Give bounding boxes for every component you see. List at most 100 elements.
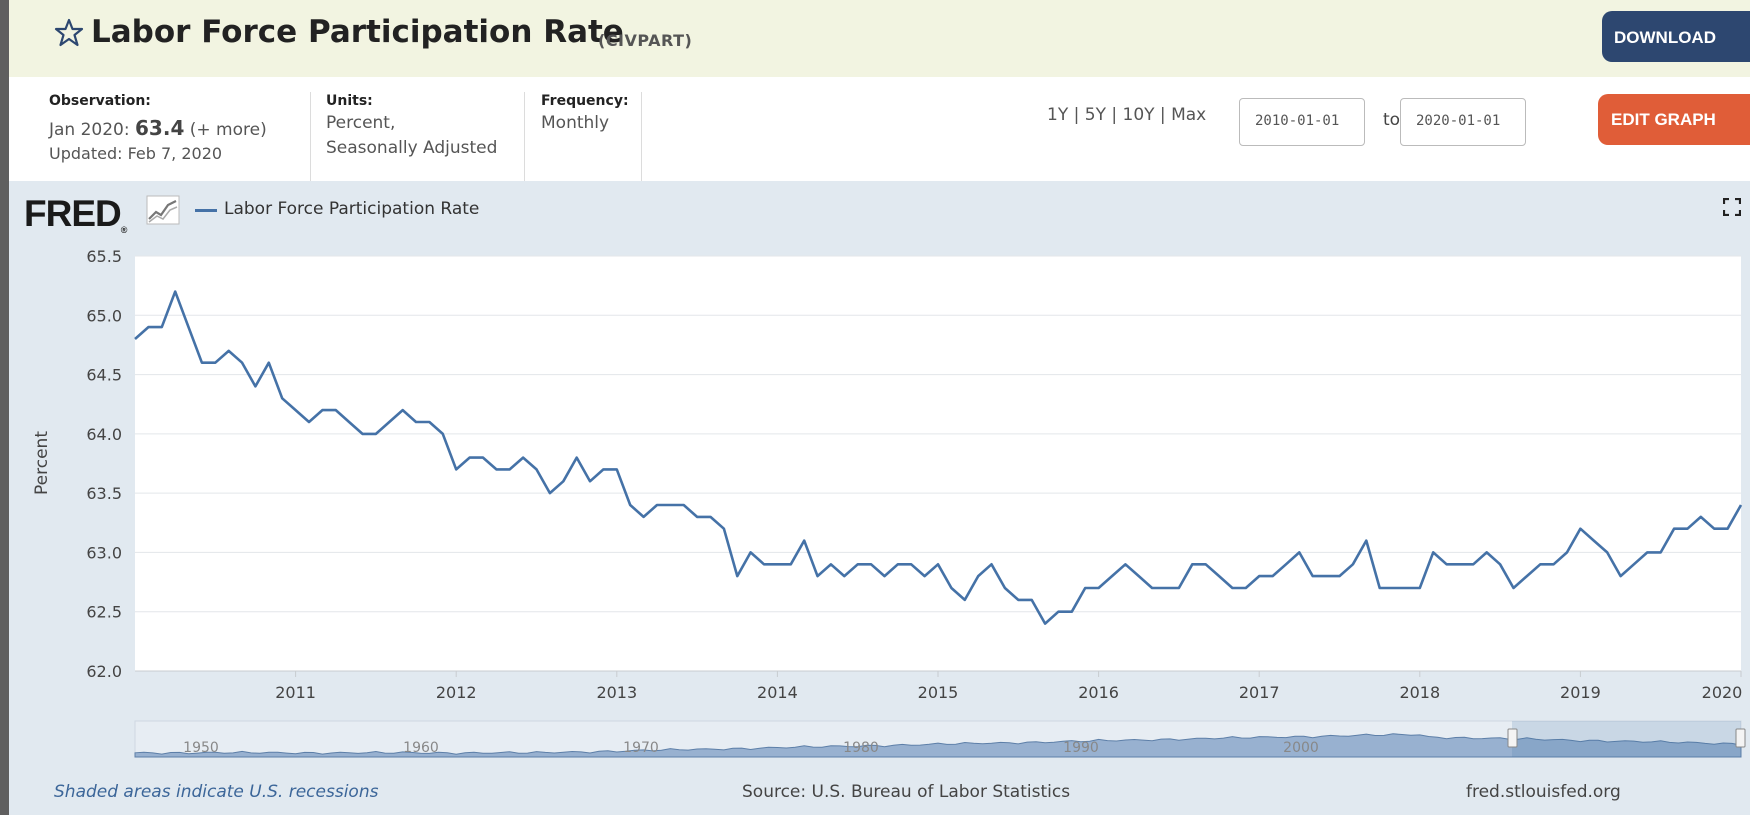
data-point bbox=[201, 361, 204, 364]
end-date-input[interactable]: 2020-01-01 bbox=[1400, 98, 1526, 146]
navigator-year-label: 1970 bbox=[623, 740, 659, 756]
data-point bbox=[642, 516, 645, 519]
data-point bbox=[227, 350, 230, 353]
series-id: (CIVPART) bbox=[598, 31, 693, 50]
chart-area: 65.5 65.0 64.5 64.0 63.5 63.0 62.5 62.0 2011 201… bbox=[9, 181, 1750, 815]
navigator-left-handle[interactable] bbox=[1507, 728, 1518, 748]
x-tick-label: 2012 bbox=[436, 683, 477, 702]
data-point bbox=[1485, 551, 1488, 554]
range-max-link[interactable]: Max bbox=[1171, 105, 1207, 125]
data-point bbox=[1526, 575, 1529, 578]
data-point bbox=[1151, 587, 1154, 590]
data-point bbox=[816, 575, 819, 578]
title-bar: Labor Force Participation Rate (CIVPART)… bbox=[9, 0, 1750, 77]
data-point bbox=[883, 575, 886, 578]
navigator-year-label: 2000 bbox=[1283, 740, 1319, 756]
data-point bbox=[843, 575, 846, 578]
data-point bbox=[1606, 551, 1609, 554]
data-point bbox=[1030, 599, 1033, 602]
range-10y-link[interactable]: 10Y bbox=[1122, 105, 1155, 125]
divider bbox=[524, 92, 525, 181]
data-point bbox=[616, 468, 619, 471]
data-point bbox=[696, 516, 699, 519]
source-text: Source: U.S. Bureau of Labor Statistics bbox=[742, 782, 1071, 802]
data-point bbox=[1419, 587, 1422, 590]
fred-logo[interactable]: FRED® bbox=[24, 193, 127, 235]
data-point bbox=[1071, 610, 1074, 613]
data-point bbox=[1285, 563, 1288, 566]
divider bbox=[641, 92, 642, 181]
data-point bbox=[1325, 575, 1328, 578]
data-point bbox=[1004, 587, 1007, 590]
data-point bbox=[1512, 587, 1515, 590]
data-point bbox=[174, 290, 177, 293]
data-point bbox=[1566, 551, 1569, 554]
data-point bbox=[1365, 539, 1368, 542]
data-point bbox=[415, 421, 418, 424]
navigator-selection[interactable] bbox=[1512, 721, 1741, 757]
data-point bbox=[294, 409, 297, 412]
data-point bbox=[1111, 575, 1114, 578]
x-tick-label: 2015 bbox=[918, 683, 959, 702]
data-point bbox=[1138, 575, 1141, 578]
data-point bbox=[897, 563, 900, 566]
data-point bbox=[1659, 551, 1662, 554]
navigator-right-handle[interactable] bbox=[1735, 728, 1746, 748]
navigator[interactable]: 1950 1960 1970 1980 1990 2000 bbox=[134, 720, 1746, 758]
data-point bbox=[1459, 563, 1462, 566]
data-point bbox=[241, 361, 244, 364]
data-point bbox=[522, 456, 525, 459]
download-button[interactable]: DOWNLOAD bbox=[1602, 11, 1750, 62]
fullscreen-icon[interactable] bbox=[1723, 198, 1741, 216]
data-point bbox=[803, 539, 806, 542]
plot-background bbox=[135, 256, 1741, 671]
data-point bbox=[134, 338, 137, 341]
data-point bbox=[1097, 587, 1100, 590]
range-5y-link[interactable]: 5Y bbox=[1084, 105, 1106, 125]
data-point bbox=[749, 551, 752, 554]
data-point bbox=[401, 409, 404, 412]
fred-graph-icon bbox=[146, 195, 180, 225]
data-point bbox=[147, 326, 150, 329]
range-1y-link[interactable]: 1Y bbox=[1047, 105, 1069, 125]
data-point bbox=[964, 599, 967, 602]
data-point bbox=[1258, 575, 1261, 578]
more-link[interactable]: (+ more) bbox=[189, 120, 267, 140]
start-date-input[interactable]: 2010-01-01 bbox=[1239, 98, 1365, 146]
y-tick-label: 63.5 bbox=[86, 484, 122, 503]
data-point bbox=[602, 468, 605, 471]
data-point bbox=[856, 563, 859, 566]
data-point bbox=[1311, 575, 1314, 578]
y-tick-label: 64.5 bbox=[86, 366, 122, 385]
data-point bbox=[308, 421, 311, 424]
edit-graph-button[interactable]: EDIT GRAPH bbox=[1598, 94, 1750, 145]
frequency-value: Monthly bbox=[541, 113, 610, 133]
data-point bbox=[1392, 587, 1395, 590]
x-tick-label: 2011 bbox=[275, 683, 316, 702]
y-axis-label: Percent bbox=[32, 431, 52, 495]
data-point bbox=[1218, 575, 1221, 578]
data-point bbox=[1579, 527, 1582, 530]
data-point bbox=[321, 409, 324, 412]
data-point bbox=[1191, 563, 1194, 566]
data-point bbox=[442, 433, 445, 436]
data-point bbox=[1472, 563, 1475, 566]
data-point bbox=[549, 492, 552, 495]
data-point bbox=[535, 468, 538, 471]
data-point bbox=[1552, 563, 1555, 566]
chart-canvas: 65.565.064.564.063.563.062.562.0 2011 201… bbox=[32, 247, 1746, 758]
y-tick-label: 65.0 bbox=[86, 306, 122, 325]
data-point bbox=[1231, 587, 1234, 590]
recession-note[interactable]: Shaded areas indicate U.S. recessions bbox=[54, 782, 379, 802]
x-tick-label: 2018 bbox=[1399, 683, 1440, 702]
fred-url[interactable]: fred.stlouisfed.org bbox=[1466, 782, 1621, 802]
legend-swatch bbox=[195, 209, 217, 212]
observation-date: Jan 2020: bbox=[49, 120, 130, 140]
data-point bbox=[1432, 551, 1435, 554]
data-point bbox=[1204, 563, 1207, 566]
star-icon[interactable] bbox=[53, 17, 85, 49]
data-point bbox=[1017, 599, 1020, 602]
data-point bbox=[977, 575, 980, 578]
legend-label[interactable]: Labor Force Participation Rate bbox=[224, 199, 480, 219]
data-point bbox=[388, 421, 391, 424]
